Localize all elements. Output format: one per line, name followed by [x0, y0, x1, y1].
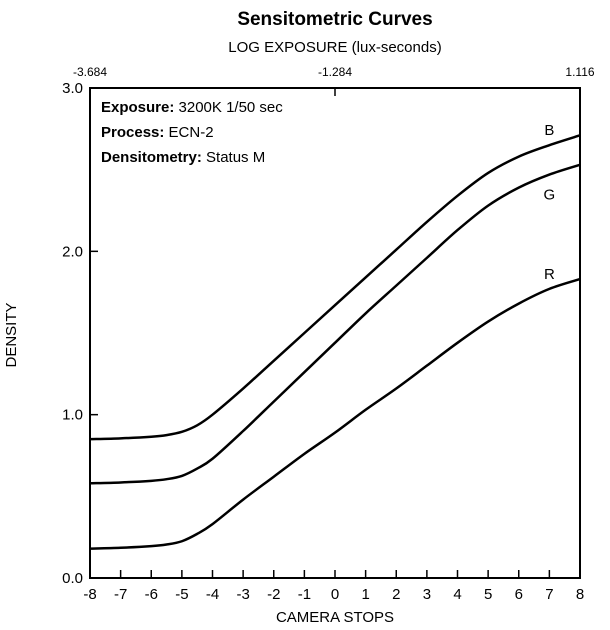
x-tick-label: -1 [298, 586, 311, 603]
info-exposure: Exposure: 3200K 1/50 sec [101, 99, 283, 116]
top-axis-ticks [89, 88, 581, 96]
x-tick-label: -5 [175, 586, 188, 603]
series-label-b: B [544, 122, 554, 139]
x-tick-label: 6 [515, 586, 523, 603]
x-tick-label: -8 [83, 586, 96, 603]
density-curves [89, 134, 581, 550]
x-tick-label: -4 [206, 586, 219, 603]
x-tick-label: 1 [361, 586, 369, 603]
y-tick-label: 0.0 [62, 570, 83, 587]
x-tick-label: 4 [453, 586, 461, 603]
x-tick-label: 8 [576, 586, 584, 603]
y-tick-label: 2.0 [62, 243, 83, 260]
x-tick-label: -6 [145, 586, 158, 603]
curve-g [89, 163, 581, 485]
top-tick-label-middle: -1.284 [318, 65, 352, 79]
x-tick-label: 7 [545, 586, 553, 603]
series-labels: B G R [544, 122, 556, 283]
x-tick-label: 3 [423, 586, 431, 603]
series-label-g: G [544, 187, 556, 204]
y-axis-ticks: 0.0 1.0 2.0 3.0 [62, 80, 98, 587]
x-tick-label: 2 [392, 586, 400, 603]
top-tick-label-left: -3.684 [73, 65, 107, 79]
top-tick-label-right: 1.116 [565, 65, 594, 79]
y-axis-label: DENSITY [3, 302, 20, 367]
curve-b [89, 134, 581, 441]
y-tick-label: 1.0 [62, 407, 83, 424]
x-tick-label: -2 [267, 586, 280, 603]
x-tick-label: 5 [484, 586, 492, 603]
info-densitometry: Densitometry: Status M [101, 149, 265, 166]
series-label-r: R [544, 266, 555, 283]
curve-r [89, 277, 581, 550]
x-tick-label: 0 [331, 586, 339, 603]
x-tick-label: -3 [236, 586, 249, 603]
y-tick-label: 3.0 [62, 80, 83, 97]
x-tick-label: -7 [114, 586, 127, 603]
info-process: Process: ECN-2 [101, 124, 214, 141]
chart-title: Sensitometric Curves [237, 9, 432, 30]
top-axis-label: LOG EXPOSURE (lux-seconds) [228, 39, 441, 56]
x-axis-ticks: -8 -7 -6 -5 -4 -3 -2 -1 0 1 2 3 4 5 6 7 8 [83, 570, 584, 603]
x-axis-label: CAMERA STOPS [276, 609, 394, 626]
